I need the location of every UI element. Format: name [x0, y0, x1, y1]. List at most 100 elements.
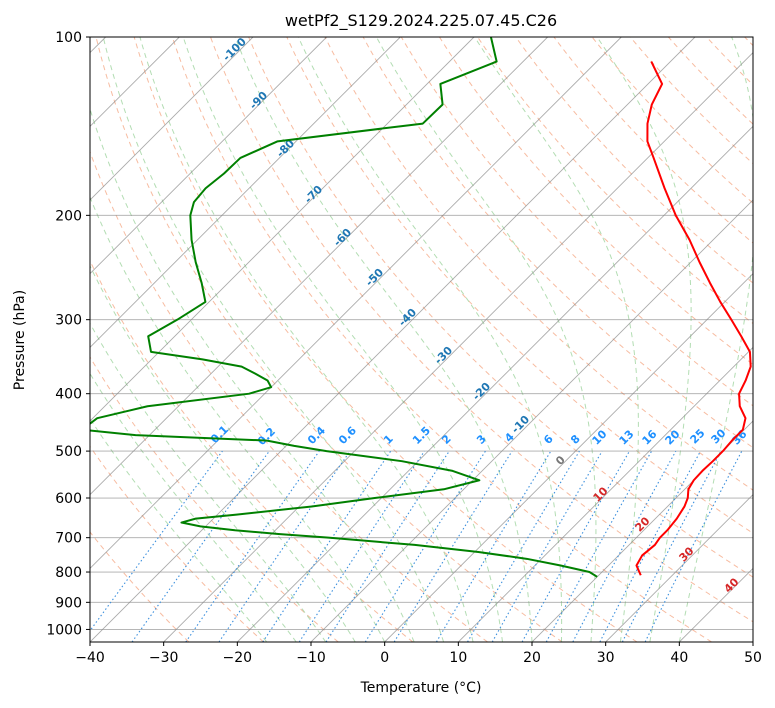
x-tick-label: −20 [223, 650, 253, 666]
moist-adiabat-label: -30 [432, 344, 455, 367]
temperature-profile [635, 61, 752, 576]
moist-adiabat-line [90, 264, 356, 642]
y-tick-label: 500 [55, 444, 82, 460]
plot-frame [89, 36, 754, 643]
dry-adiabat-line [477, 37, 753, 325]
x-tick-label: −10 [296, 650, 326, 666]
mixing-ratio-label: 0.2 [255, 425, 278, 448]
y-tick-label: 300 [55, 313, 82, 329]
isotherm-line [90, 37, 548, 496]
mixing-ratio-label: 30 [709, 426, 729, 446]
x-tick-label: 0 [380, 650, 389, 666]
dry-adiabat-line [248, 37, 753, 578]
isotherm-line [90, 37, 254, 201]
y-tick-label: 600 [55, 491, 82, 507]
profile-series [90, 37, 752, 578]
mixing-ratio-line [572, 450, 677, 642]
dry-adiabat-line [744, 37, 753, 47]
x-axis-label: Temperature (°C) [360, 680, 482, 696]
mixing-ratio-lines [90, 450, 743, 642]
isotherm-line [90, 37, 622, 569]
x-tick-label: 40 [670, 650, 688, 666]
mixing-ratio-label: 13 [617, 428, 637, 448]
mixing-ratio-line [545, 450, 653, 642]
moist-adiabats [90, 37, 753, 642]
isotherm-line [90, 37, 696, 642]
y-tick-label: 200 [55, 208, 82, 224]
moist-adiabat-line [90, 322, 327, 642]
moist-adiabat-line [90, 372, 297, 642]
mixing-ratio-label: 3 [474, 432, 489, 447]
y-tick-label: 900 [55, 595, 82, 611]
moist-adiabat-line [139, 37, 474, 642]
y-tick-label: 400 [55, 387, 82, 403]
y-tick-label: 800 [55, 565, 82, 581]
moist-adiabat-line [102, 37, 445, 642]
x-tick-label: 10 [449, 650, 467, 666]
mixing-ratio-line [90, 450, 223, 632]
isotherm-line [458, 346, 753, 642]
isotherm-line [90, 37, 327, 275]
mixing-ratio-line [325, 450, 450, 642]
moist-adiabat-label: -20 [470, 380, 493, 403]
moist-adiabat-line [182, 37, 504, 642]
y-tick-label: 1000 [46, 622, 82, 638]
mixing-ratio-label: 6 [541, 432, 556, 447]
chart-title: wetPf2_S129.2024.225.07.45.C26 [285, 11, 557, 31]
plot-area: 0.1 0.2 0.4 0.6 1 1.5 2 3 4 6 8 10 13 16 20 25 30 360-10-… [90, 35, 753, 642]
x-tick-label: −40 [75, 650, 105, 666]
moist-adiabat-line [90, 196, 386, 642]
mixing-ratio-label: 1.5 [410, 424, 433, 447]
curve-labels: 0.1 0.2 0.4 0.6 1 1.5 2 3 4 6 8 10 13 16 20 25 30 360-10-… [208, 35, 750, 596]
y-tick-label: 700 [55, 531, 82, 547]
dry-adiabat-label: 30 [677, 544, 697, 564]
moist-adiabat-line [90, 107, 415, 642]
x-axis-ticks: −40 −30 −20 −10 0 10 20 30 40 50 [75, 642, 762, 666]
mixing-ratio-line [218, 450, 351, 642]
mixing-ratio-line [644, 450, 743, 642]
moist-adiabat-label: -10 [509, 413, 532, 436]
dry-adiabat-line [90, 259, 414, 642]
dry-adiabat-label: 20 [633, 514, 653, 534]
dry-adiabat-label: 10 [591, 484, 611, 504]
moist-adiabat-line [297, 37, 563, 642]
y-axis-label: Pressure (hPa) [12, 290, 28, 390]
isotherm-line [310, 199, 753, 642]
y-tick-label: 100 [55, 30, 82, 46]
isotherm-line [90, 37, 475, 422]
dry-adiabat-label: 40 [722, 575, 742, 595]
mixing-ratio-line [131, 450, 270, 642]
moist-adiabat-line [90, 417, 268, 642]
x-tick-label: −30 [149, 650, 179, 666]
x-tick-label: 50 [744, 650, 762, 666]
isotherms [90, 37, 753, 642]
mixing-ratio-label: 10 [590, 427, 610, 447]
mixing-ratio-label: 0.6 [336, 424, 359, 447]
moist-adiabat-line [474, 37, 639, 642]
isotherm-line [752, 641, 753, 642]
moist-adiabat-label: -50 [363, 266, 386, 289]
moist-adiabat-label: -100 [220, 35, 249, 64]
mixing-ratio-label: 2 [439, 432, 454, 447]
mixing-ratio-label: 8 [568, 432, 583, 447]
mixing-ratio-line [393, 450, 513, 642]
isotherm-line [237, 125, 753, 642]
y-axis-ticks: 1000 900 800 700 600 500 400 300 200 100 [46, 30, 90, 638]
x-tick-label: 30 [597, 650, 615, 666]
isotherm-line [605, 494, 753, 642]
isotherm-line [90, 37, 401, 348]
isotherm-line [384, 273, 753, 642]
mixing-ratio-label: 1 [381, 432, 396, 447]
moist-adiabat-line [376, 37, 597, 642]
x-tick-label: 20 [523, 650, 541, 666]
pressure-gridlines [90, 37, 753, 630]
mixing-ratio-label: 16 [640, 427, 660, 447]
isotherm-line [163, 52, 753, 642]
moist-adiabat-line [596, 37, 692, 642]
dry-adiabat-line [171, 37, 712, 642]
dry-adiabat-line [90, 531, 190, 642]
dry-adiabat-line [133, 37, 638, 642]
isotherm-line [531, 420, 753, 642]
dry-adiabat-line [90, 356, 339, 642]
